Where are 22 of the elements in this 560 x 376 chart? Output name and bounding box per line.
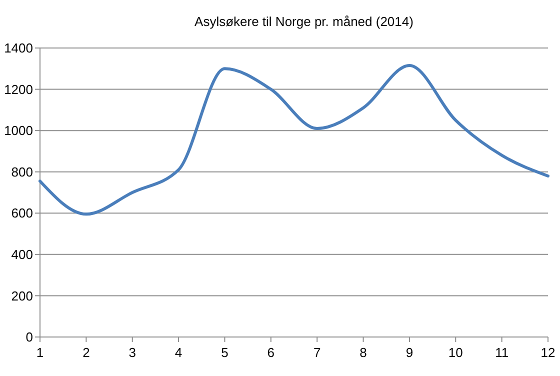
y-tick-label: 200 [11,288,33,304]
x-tick-label: 3 [128,345,136,360]
y-tick-label: 800 [11,164,33,180]
x-tick-label: 6 [267,345,275,360]
y-tick-label: 1200 [4,82,33,97]
x-tick-label: 1 [36,345,44,360]
x-tick-label: 5 [221,345,228,360]
x-tick-label: 12 [540,345,556,360]
y-tick-label: 600 [11,206,33,221]
x-tick-label: 10 [448,345,463,360]
x-tick-label: 7 [313,345,321,360]
y-tick-label: 0 [26,330,33,345]
chart-title: Asylsøkere til Norge pr. måned (2014) [194,14,414,29]
y-tick-label: 1000 [4,123,33,138]
x-tick-label: 11 [495,345,509,360]
x-tick-label: 2 [82,345,90,360]
x-tick-label: 8 [360,345,367,360]
y-tick-label: 1400 [4,40,33,56]
line-series [38,64,550,216]
y-tick-label: 400 [11,246,33,262]
x-tick-label: 4 [174,345,182,360]
x-tick-label: 9 [406,345,414,360]
